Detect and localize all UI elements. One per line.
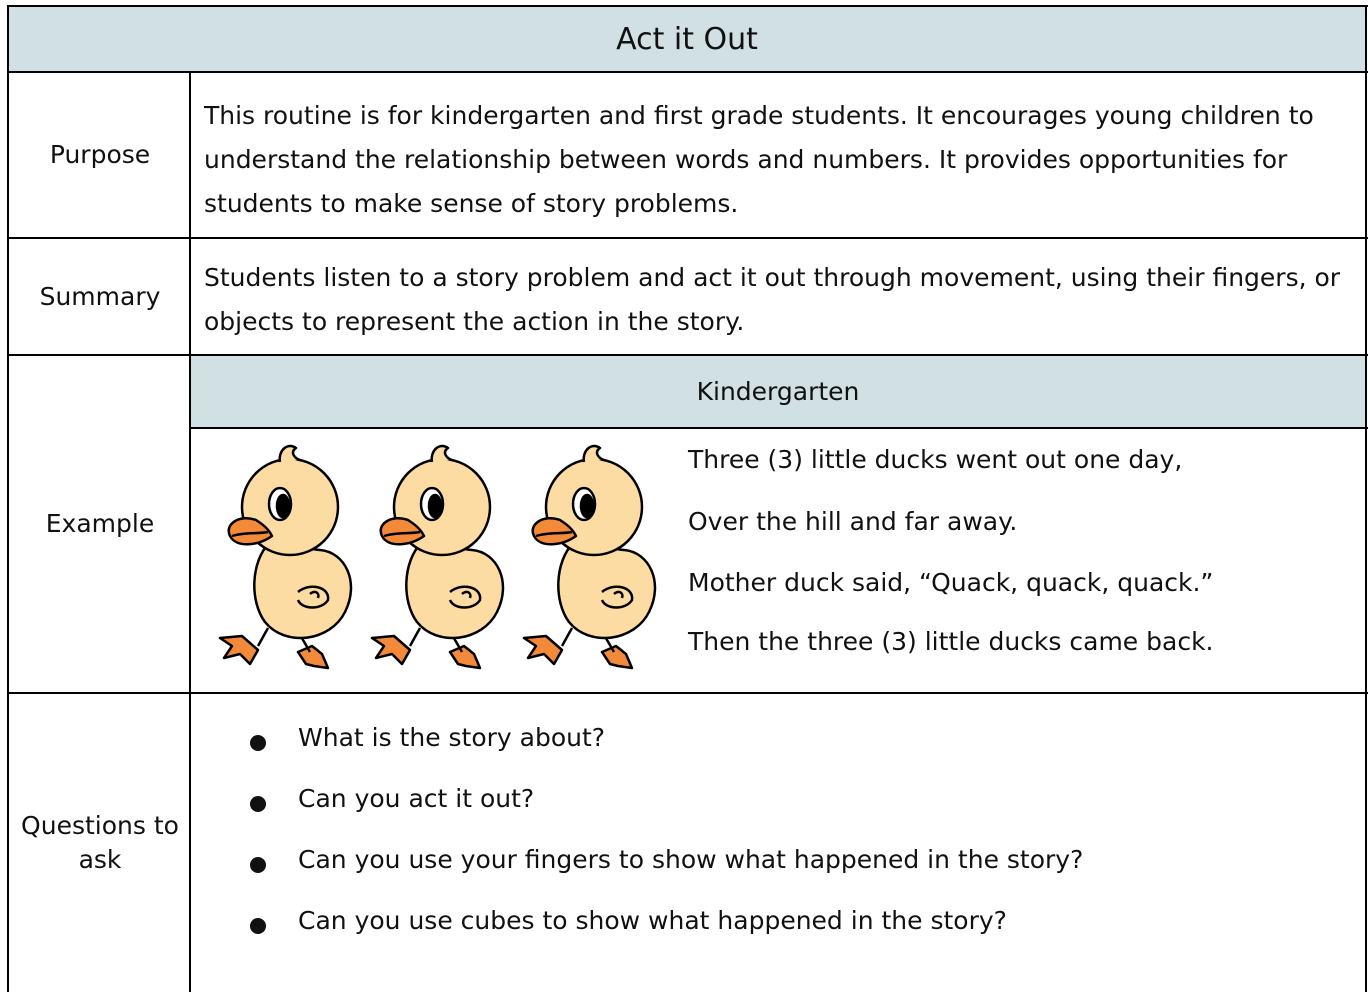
row-label: Purpose xyxy=(49,140,151,169)
ducks-illustration xyxy=(218,444,657,670)
poem-line: Mother duck said, “Quack, quack, quack.” xyxy=(688,568,1214,597)
bullet xyxy=(250,735,266,751)
subheader-bg xyxy=(190,355,1366,428)
bullet xyxy=(250,796,266,812)
border xyxy=(8,692,1368,694)
poem-line: Then the three (3) little ducks came bac… xyxy=(688,627,1214,656)
question: Can you use your fingers to show what ha… xyxy=(298,845,1084,874)
question: Can you use cubes to show what happened … xyxy=(298,906,1007,935)
border xyxy=(8,71,1368,73)
poem-line: Over the hill and far away. xyxy=(688,507,1018,536)
bullet xyxy=(250,857,266,873)
row-label: Example xyxy=(45,509,155,538)
border xyxy=(190,427,1368,429)
poem-line: Three (3) little ducks went out one day, xyxy=(688,445,1183,474)
border xyxy=(1365,5,1367,992)
bullet xyxy=(250,918,266,934)
title: Act it Out xyxy=(616,21,758,57)
border xyxy=(8,5,1368,7)
row-label: Summary xyxy=(39,281,161,311)
border xyxy=(8,237,1368,239)
row-text: Students listen to a story problem and a… xyxy=(204,263,1341,336)
header-bg xyxy=(8,6,1366,72)
border xyxy=(8,354,1368,356)
question: Can you act it out? xyxy=(298,784,535,813)
border xyxy=(7,5,9,992)
subheader: Kindergarten xyxy=(696,377,860,406)
border xyxy=(189,71,191,992)
row-text: This routine is for kindergarten and fir… xyxy=(204,101,1314,218)
row-label: Questions to ask xyxy=(21,811,179,874)
question: What is the story about? xyxy=(298,723,606,752)
